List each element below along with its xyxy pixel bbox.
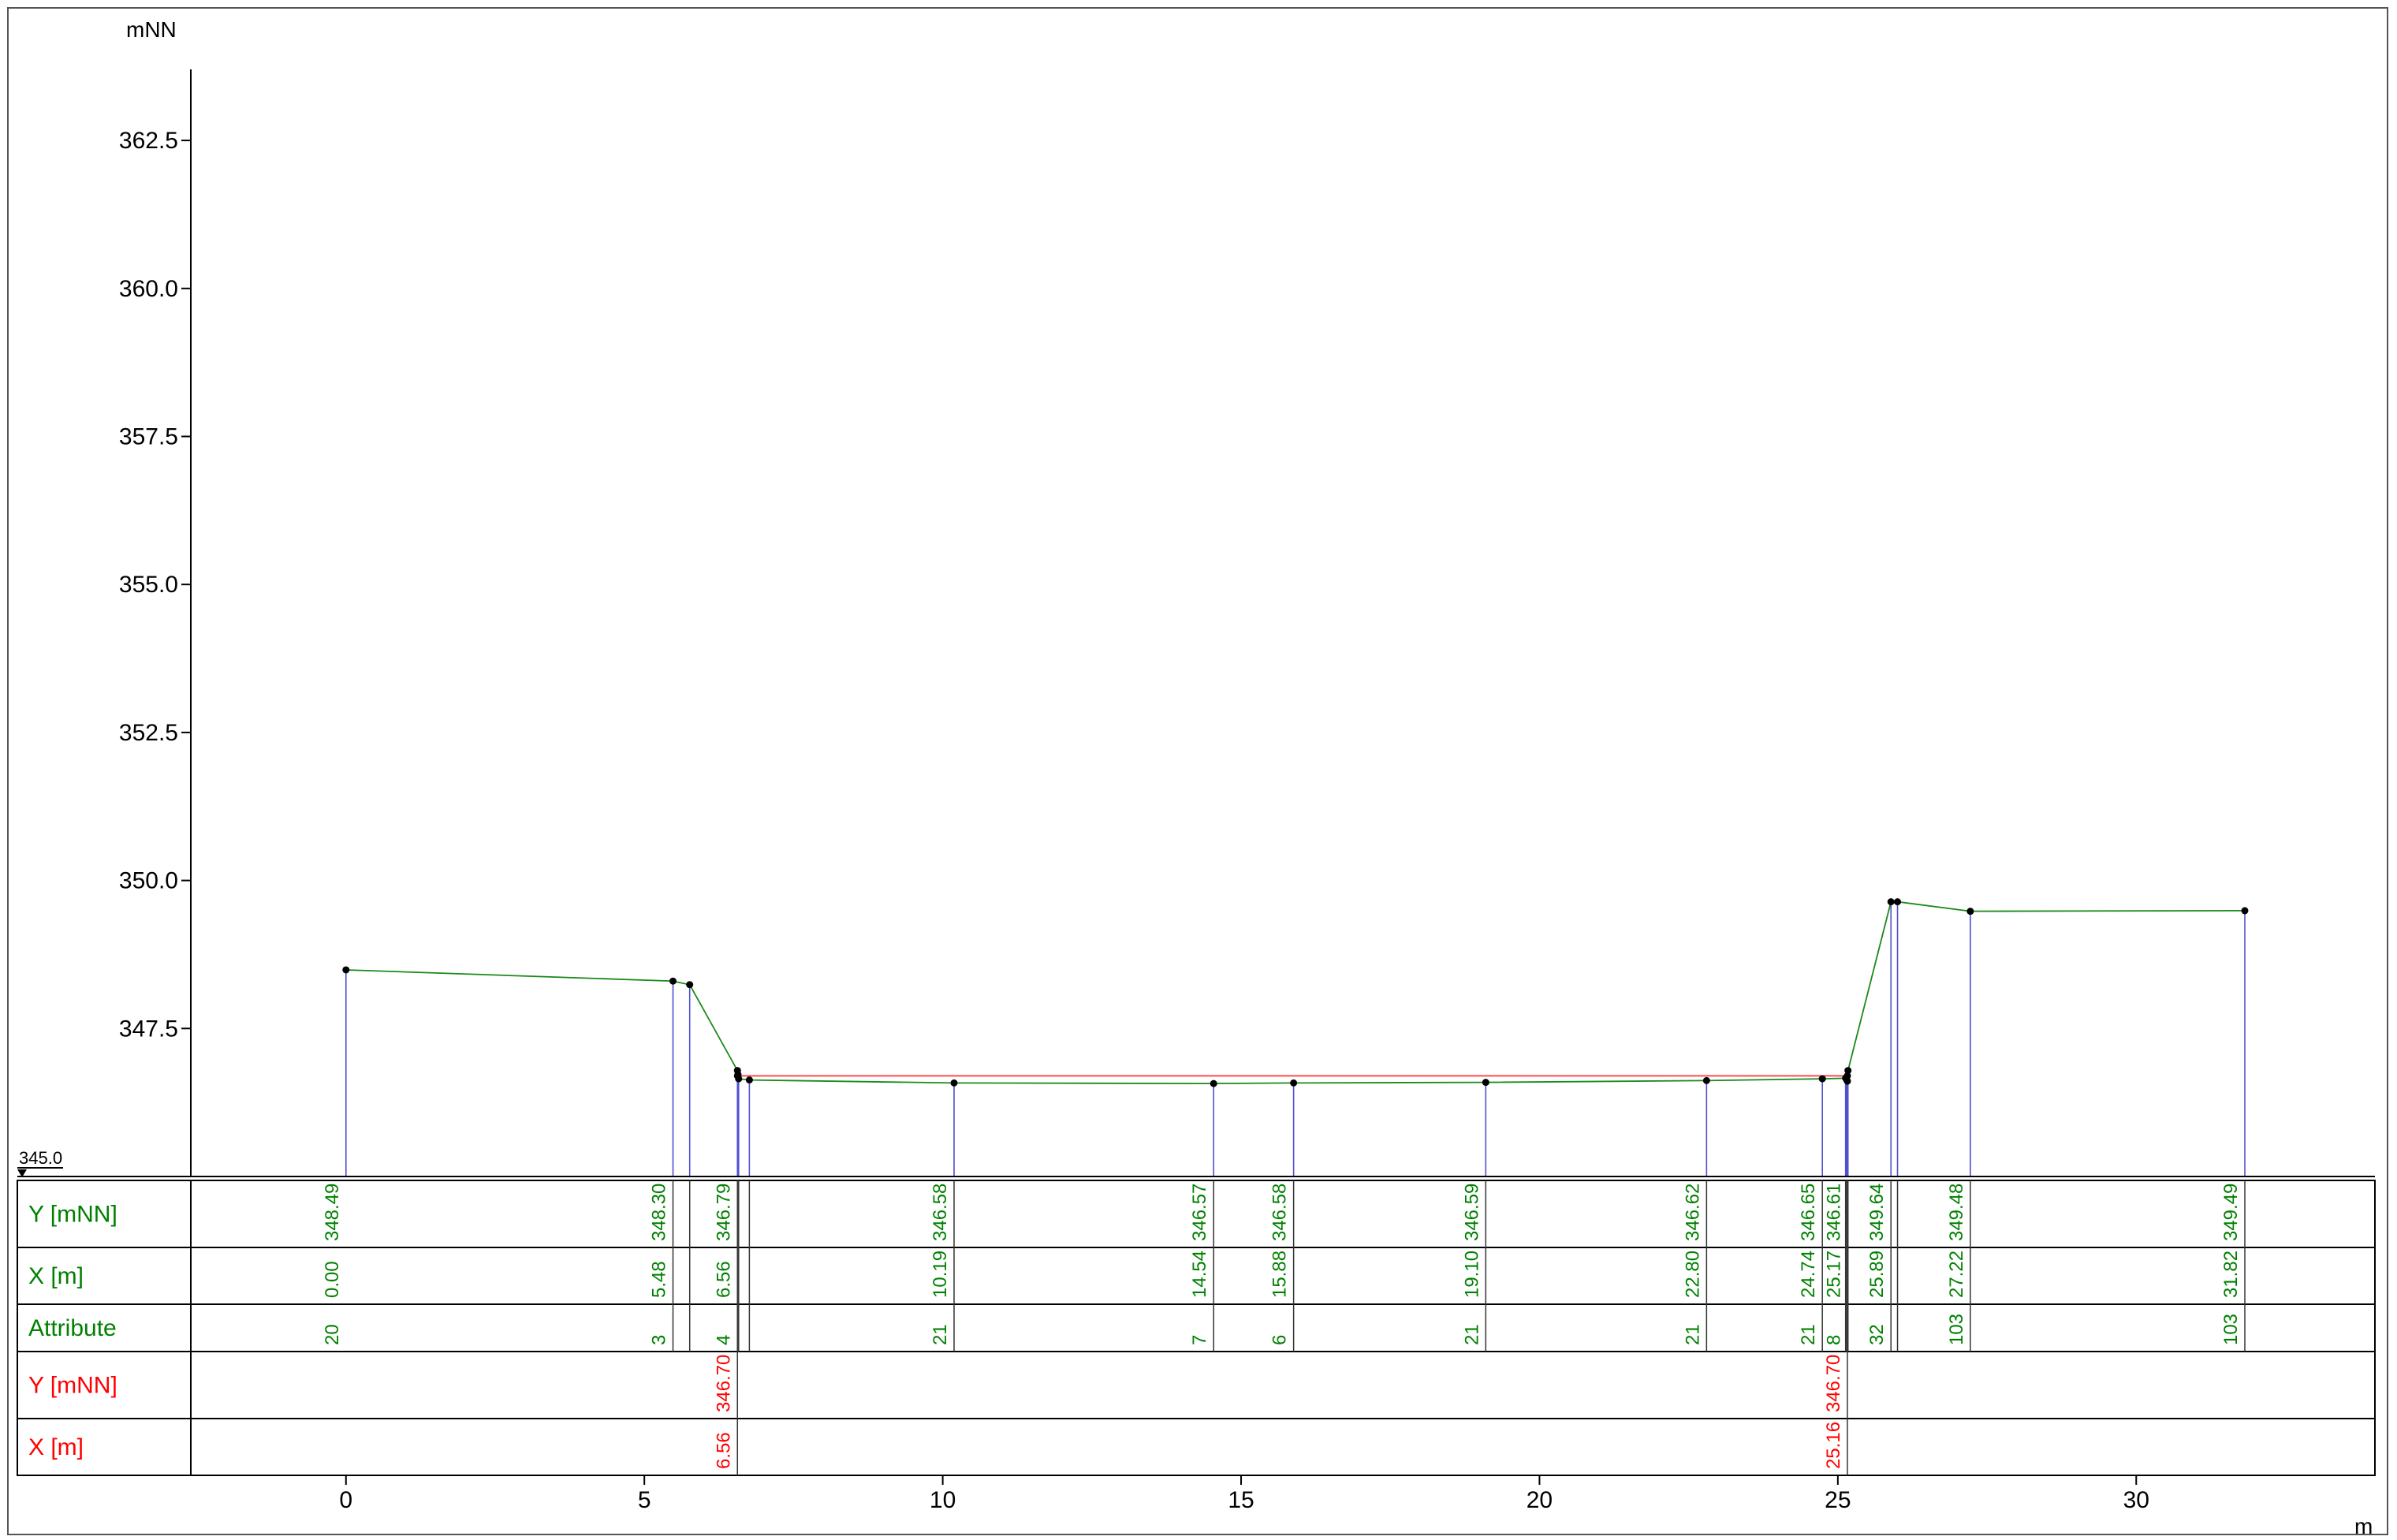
terrain-point	[1894, 898, 1902, 906]
terrain-points	[342, 898, 2249, 1087]
table-row-label: X [m]	[28, 1434, 84, 1460]
table-attribute-value: 20	[322, 1324, 343, 1345]
table-water-x-value: 25.16	[1823, 1422, 1844, 1469]
table-attribute-value: 6	[1269, 1335, 1291, 1345]
terrain-point	[1818, 1075, 1826, 1083]
table-attribute-value: 21	[930, 1324, 951, 1345]
x-tick-label: 20	[1527, 1487, 1553, 1513]
table-x-value: 5.48	[649, 1261, 670, 1298]
x-tick-label: 15	[1228, 1487, 1254, 1513]
water-level-point	[733, 1072, 741, 1079]
axes: 347.5 350.0 352.5 355.0 357.5 360.0 362.5 0 5 10 1…	[17, 69, 2375, 1513]
table-x-value: 25.89	[1866, 1251, 1888, 1298]
datum-label: 345.0	[19, 1148, 62, 1168]
table-attribute-value: 21	[1798, 1324, 1819, 1345]
table-y-value: 349.64	[1866, 1184, 1888, 1241]
table-attribute-value: 21	[1682, 1324, 1703, 1345]
terrain-point	[1966, 908, 1974, 915]
terrain-point	[342, 966, 350, 974]
x-tick-label: 30	[2123, 1487, 2149, 1513]
outer-frame	[7, 7, 2388, 1535]
x-tick-label: 25	[1825, 1487, 1851, 1513]
terrain-point	[1844, 1067, 1852, 1075]
table-y-value: 346.59	[1461, 1184, 1482, 1241]
table-row-label: Y [mNN]	[28, 1202, 117, 1228]
y-tick-label: 355.0	[119, 572, 178, 598]
table-attribute-value: 103	[2220, 1314, 2242, 1345]
table-attribute-value: 4	[713, 1335, 734, 1345]
table-water-x-value: 6.56	[713, 1432, 734, 1469]
table-y-value: 346.57	[1189, 1184, 1210, 1241]
terrain-point	[686, 981, 694, 989]
table-water-y-value: 346.70	[1823, 1355, 1844, 1412]
station-lines	[345, 901, 2246, 1176]
table-x-value: 27.22	[1946, 1251, 1967, 1298]
table-x-value: 25.17	[1824, 1251, 1845, 1298]
table-y-value: 349.48	[1946, 1184, 1967, 1241]
table-x-value: 19.10	[1461, 1251, 1482, 1298]
table-attribute-value: 32	[1866, 1324, 1888, 1345]
table-y-value: 348.30	[649, 1184, 670, 1241]
x-unit-label: m	[2354, 1514, 2373, 1538]
table-x-value: 31.82	[2220, 1251, 2242, 1298]
table-y-value: 346.61	[1824, 1184, 1845, 1241]
y-tick-label: 352.5	[119, 720, 178, 746]
terrain-point	[1843, 1077, 1851, 1085]
x-tick-label: 0	[339, 1487, 352, 1513]
table-y-value: 346.79	[713, 1184, 734, 1241]
table-attribute-value: 7	[1189, 1335, 1210, 1345]
terrain-point	[1702, 1076, 1710, 1084]
table-x-value: 14.54	[1189, 1251, 1210, 1298]
table-row-label: X [m]	[28, 1263, 84, 1289]
data-table: Y [mNN] X [m] Attribute Y [mNN] X [m] 348.49 0…	[17, 1180, 2376, 1476]
table-y-value: 346.58	[930, 1184, 951, 1241]
terrain-point	[745, 1076, 753, 1084]
table-y-value: 349.49	[2220, 1184, 2242, 1241]
y-tick-label: 357.5	[119, 423, 178, 449]
terrain-point	[669, 977, 677, 985]
table-y-value: 346.62	[1682, 1184, 1703, 1241]
terrain-point	[1482, 1079, 1489, 1087]
table-attribute-value: 21	[1461, 1324, 1482, 1345]
y-tick-label: 347.5	[119, 1016, 178, 1042]
y-unit-label: mNN	[126, 17, 177, 42]
table-y-value: 348.49	[322, 1184, 343, 1241]
table-y-value: 346.58	[1269, 1184, 1291, 1241]
y-tick-label: 362.5	[119, 128, 178, 154]
table-attribute-value: 8	[1824, 1335, 1845, 1345]
table-attribute-value: 3	[649, 1335, 670, 1345]
terrain-point	[950, 1079, 958, 1087]
table-frame	[17, 1180, 2376, 1476]
x-tick-label: 5	[638, 1487, 651, 1513]
table-x-value: 6.56	[713, 1261, 734, 1298]
x-tick-label: 10	[930, 1487, 956, 1513]
table-row-label: Y [mNN]	[28, 1373, 117, 1399]
y-tick-label: 350.0	[119, 868, 178, 894]
terrain-point	[1887, 898, 1895, 906]
table-y-value: 346.65	[1798, 1184, 1819, 1241]
terrain-point	[2241, 907, 2249, 915]
water-level-point	[1843, 1072, 1851, 1079]
datum-marker-icon	[17, 1169, 27, 1177]
table-row-label: Attribute	[28, 1315, 117, 1341]
table-attribute-value: 103	[1946, 1314, 1967, 1345]
table-x-value: 22.80	[1682, 1251, 1703, 1298]
table-x-value: 10.19	[930, 1251, 951, 1298]
table-water-y-value: 346.70	[713, 1355, 734, 1412]
terrain-point	[1290, 1079, 1298, 1087]
table-x-value: 24.74	[1798, 1251, 1819, 1298]
y-tick-label: 360.0	[119, 276, 178, 302]
terrain-point	[1210, 1079, 1217, 1087]
table-x-value: 15.88	[1269, 1251, 1291, 1298]
table-x-value: 0.00	[322, 1261, 343, 1298]
